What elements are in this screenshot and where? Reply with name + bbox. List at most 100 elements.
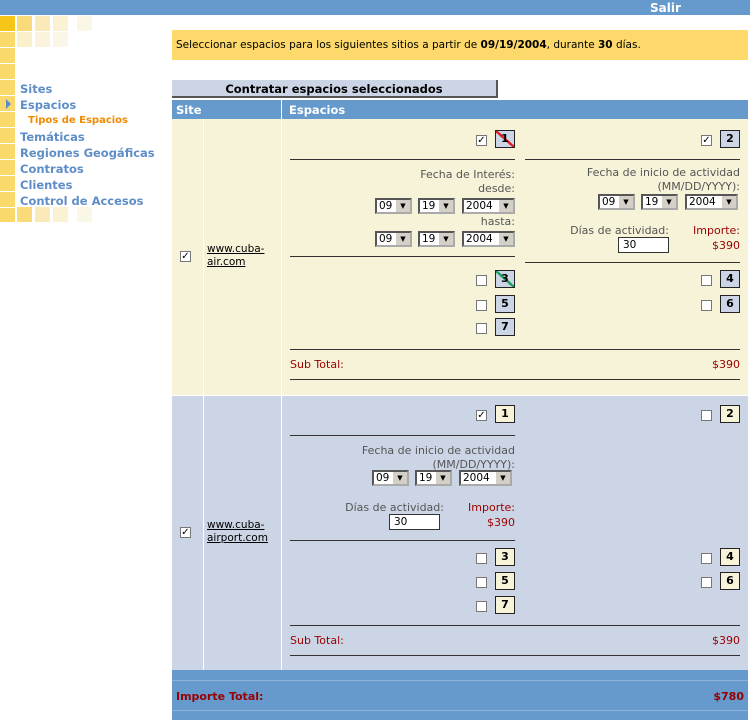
- subtotal-value: $390: [712, 358, 740, 371]
- from-date-day[interactable]: 19 ▼: [418, 198, 455, 214]
- space-checkbox[interactable]: [476, 553, 487, 564]
- logout-link[interactable]: Salir: [650, 1, 681, 15]
- to-date-day[interactable]: 19 ▼: [418, 231, 455, 247]
- space-7-button[interactable]: 7: [495, 318, 515, 336]
- site-checkbox[interactable]: ✓: [180, 251, 191, 262]
- space-checkbox[interactable]: [701, 275, 712, 286]
- to-date-year[interactable]: 2004 ▼: [462, 231, 515, 247]
- space-checkbox[interactable]: [701, 553, 712, 564]
- dropdown-arrow-icon[interactable]: ▼: [496, 472, 510, 484]
- start-date-month[interactable]: 09 ▼: [372, 470, 409, 486]
- space-checkbox[interactable]: [701, 577, 712, 588]
- start-date-day[interactable]: 19 ▼: [641, 194, 678, 210]
- dropdown-arrow-icon[interactable]: ▼: [393, 472, 407, 484]
- site-link[interactable]: www.cuba-airport.com: [207, 519, 268, 545]
- space-checkbox[interactable]: [476, 577, 487, 588]
- space-5-button[interactable]: 5: [495, 295, 515, 313]
- space-4-button[interactable]: 4: [720, 270, 740, 288]
- sidebar-item-tematicas[interactable]: Temáticas: [20, 130, 85, 144]
- divider: [290, 435, 515, 436]
- dropdown-arrow-icon[interactable]: ▼: [722, 196, 736, 208]
- dropdown-arrow-icon[interactable]: ▼: [499, 200, 513, 212]
- table-header: Site Espacios: [172, 100, 748, 119]
- contract-button[interactable]: Contratar espacios seleccionados: [172, 80, 498, 98]
- space-3-button[interactable]: 3: [495, 548, 515, 566]
- site-checkbox[interactable]: ✓: [180, 527, 191, 538]
- space-2-button[interactable]: 2: [720, 130, 740, 148]
- from-label: desde:: [478, 182, 515, 195]
- dropdown-arrow-icon[interactable]: ▼: [439, 233, 453, 245]
- column-divider: [281, 396, 282, 670]
- divider: [290, 256, 515, 257]
- space-2-button[interactable]: 2: [720, 405, 740, 423]
- select-value: 2004: [466, 200, 493, 212]
- space-checkbox[interactable]: ✓: [476, 410, 487, 421]
- start-date-month[interactable]: 09 ▼: [598, 194, 635, 210]
- divider: [290, 159, 515, 160]
- amount-label: Importe:: [468, 501, 515, 514]
- format-label: (MM/DD/YYYY):: [432, 458, 516, 471]
- sidebar-item-espacios[interactable]: Espacios: [20, 98, 77, 112]
- site-url: air.com: [207, 256, 246, 268]
- total-footer: Importe Total: $780: [172, 670, 748, 720]
- space-checkbox[interactable]: ✓: [701, 135, 712, 146]
- space-checkbox[interactable]: [701, 300, 712, 311]
- select-value: 09: [376, 472, 390, 484]
- days-input[interactable]: 30: [618, 237, 669, 253]
- sidebar-item-clientes[interactable]: Clientes: [20, 178, 73, 192]
- dropdown-arrow-icon[interactable]: ▼: [499, 233, 513, 245]
- from-date-month[interactable]: 09 ▼: [375, 198, 412, 214]
- sidebar-item-tipos-de-espacios[interactable]: Tipos de Espacios: [28, 115, 128, 126]
- dropdown-arrow-icon[interactable]: ▼: [439, 200, 453, 212]
- site-link[interactable]: www.cuba-air.com: [207, 243, 264, 269]
- sidebar-item-sites[interactable]: Sites: [20, 82, 53, 96]
- select-value: 19: [422, 200, 436, 212]
- days-label: Días de actividad:: [570, 224, 669, 237]
- dropdown-arrow-icon[interactable]: ▼: [396, 233, 410, 245]
- top-bar: [0, 0, 750, 15]
- select-value: 09: [379, 233, 393, 245]
- divider: [290, 655, 740, 656]
- space-checkbox[interactable]: [701, 410, 712, 421]
- select-value: 19: [422, 233, 436, 245]
- space-6-button[interactable]: 6: [720, 295, 740, 313]
- dropdown-arrow-icon[interactable]: ▼: [619, 196, 633, 208]
- space-5-button[interactable]: 5: [495, 572, 515, 590]
- space-4-button[interactable]: 4: [720, 548, 740, 566]
- dropdown-arrow-icon[interactable]: ▼: [396, 200, 410, 212]
- space-1-button[interactable]: 1: [495, 130, 515, 148]
- space-checkbox[interactable]: ✓: [476, 135, 487, 146]
- space-checkbox[interactable]: [476, 275, 487, 286]
- days-input[interactable]: 30: [389, 514, 440, 530]
- subtotal-label: Sub Total:: [290, 358, 344, 371]
- space-7-button[interactable]: 7: [495, 596, 515, 614]
- sidebar-item-contratos[interactable]: Contratos: [20, 162, 84, 176]
- select-value: 09: [602, 196, 616, 208]
- start-date-year[interactable]: 2004 ▼: [685, 194, 738, 210]
- site-url: airport.com: [207, 532, 268, 544]
- days-label: Días de actividad:: [345, 501, 444, 514]
- start-date-year[interactable]: 2004 ▼: [459, 470, 512, 486]
- divider: [525, 159, 740, 160]
- select-value: 2004: [463, 472, 490, 484]
- space-checkbox[interactable]: [476, 323, 487, 334]
- select-value: 2004: [689, 196, 716, 208]
- start-label: Fecha de inicio de actividad: [361, 444, 515, 457]
- space-1-button[interactable]: 1: [495, 405, 515, 423]
- space-6-button[interactable]: 6: [720, 572, 740, 590]
- from-date-year[interactable]: 2004 ▼: [462, 198, 515, 214]
- interest-label: Fecha de Interés:: [420, 168, 515, 181]
- space-checkbox[interactable]: [476, 300, 487, 311]
- select-value: 19: [645, 196, 659, 208]
- to-date-month[interactable]: 09 ▼: [375, 231, 412, 247]
- dropdown-arrow-icon[interactable]: ▼: [662, 196, 676, 208]
- space-3-button[interactable]: 3: [495, 270, 515, 288]
- space-checkbox[interactable]: [476, 601, 487, 612]
- start-date-day[interactable]: 19 ▼: [415, 470, 452, 486]
- divider: [290, 625, 740, 626]
- sidebar-item-regiones[interactable]: Regiones Geogáficas: [20, 146, 155, 160]
- header-spaces: Espacios: [289, 103, 346, 117]
- sidebar-item-control-accesos[interactable]: Control de Accesos: [20, 194, 144, 208]
- subtotal-value: $390: [712, 634, 740, 647]
- dropdown-arrow-icon[interactable]: ▼: [436, 472, 450, 484]
